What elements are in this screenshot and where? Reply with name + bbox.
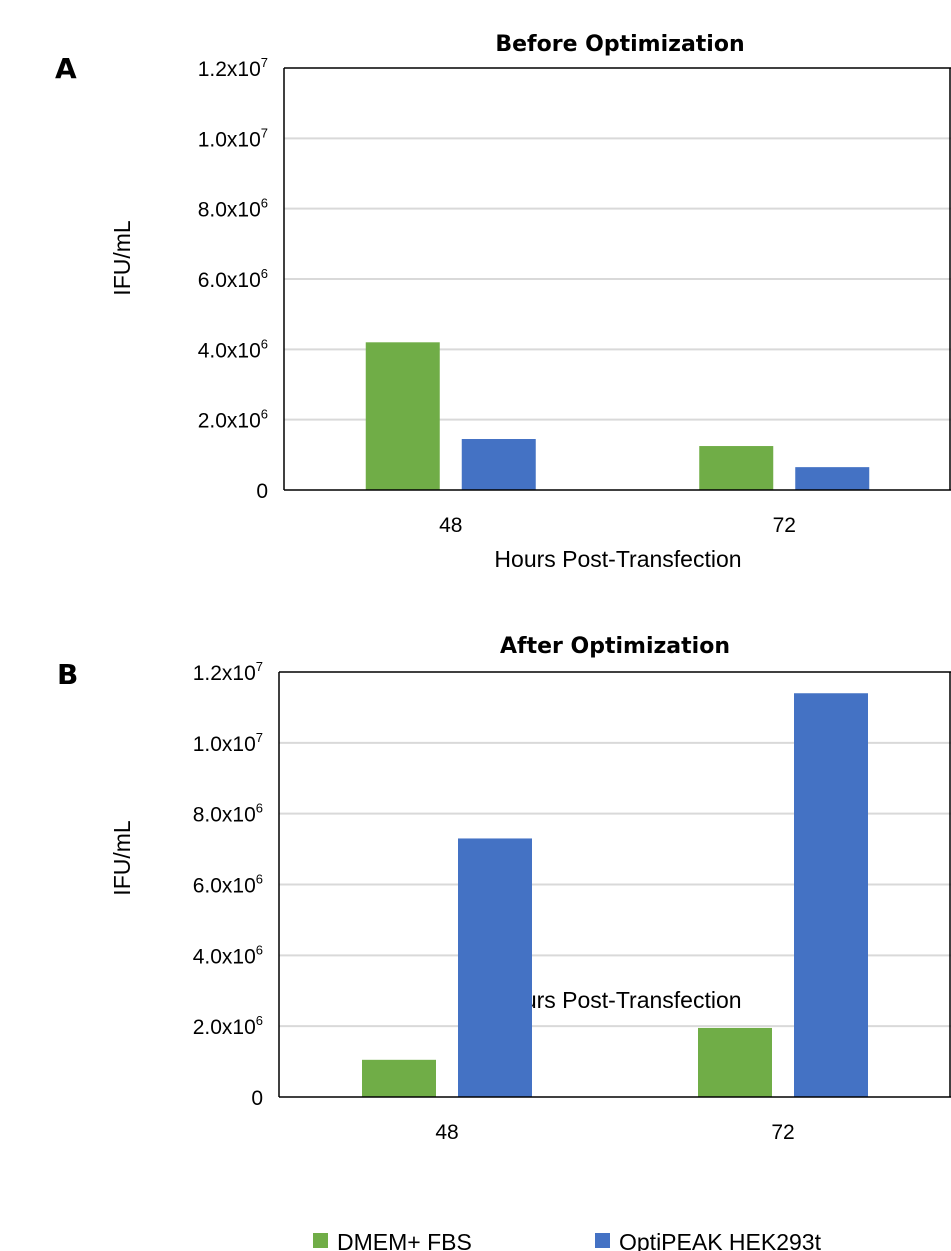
legend-label-dmem: DMEM+ FBS (337, 1229, 472, 1251)
legend-label-optipeak: OptiPEAK HEK293t (619, 1229, 822, 1251)
bar-optipeak-hek293t-48 (458, 838, 532, 1097)
bar-dmem-fbs-48 (365, 342, 440, 490)
panel-letter: A (55, 52, 77, 85)
y-tick-label: 0 (251, 1087, 263, 1110)
bar-dmem-fbs-72 (698, 1027, 772, 1097)
y-axis-label: IFU/mL (109, 820, 135, 896)
y-tick-label: 2.0x106 (193, 1013, 263, 1039)
chart-title: Before Optimization (495, 32, 744, 57)
panel-letter: B (57, 658, 78, 691)
bar-dmem-fbs-72 (699, 446, 774, 490)
x-tick-label: 48 (435, 1121, 458, 1144)
y-tick-label: 4.0x106 (198, 336, 268, 362)
y-axis-label: IFU/mL (109, 220, 135, 296)
x-axis-label: Hours Post-Transfection (494, 546, 741, 572)
y-tick-label: 2.0x106 (198, 407, 268, 433)
x-tick-label: 72 (773, 514, 796, 537)
panel-b: B After Optimization IFU/mL Hours Post-T… (57, 634, 951, 1144)
bar-optipeak-hek293t-72 (794, 693, 868, 1097)
y-tick-label: 6.0x106 (193, 872, 263, 898)
y-tick-label: 0 (256, 480, 268, 503)
bar-optipeak-hek293t-48 (461, 439, 536, 490)
y-tick-label: 1.2x107 (198, 55, 268, 81)
legend-swatch-dmem (313, 1233, 328, 1248)
legend: DMEM+ FBS OptiPEAK HEK293t (313, 1229, 822, 1251)
y-tick-label: 8.0x106 (193, 801, 263, 827)
y-tick-label: 6.0x106 (198, 266, 268, 292)
chart-title: After Optimization (500, 634, 730, 659)
y-tick-label: 8.0x106 (198, 196, 268, 222)
y-tick-label: 1.2x107 (193, 659, 263, 685)
x-tick-label: 72 (771, 1121, 794, 1144)
legend-swatch-optipeak (595, 1233, 610, 1248)
bar-optipeak-hek293t-72 (795, 467, 870, 490)
y-tick-label: 4.0x106 (193, 942, 263, 968)
y-tick-label: 1.0x107 (193, 730, 263, 756)
panel-a: A Before Optimization IFU/mL Hours Post-… (55, 32, 951, 572)
x-tick-label: 48 (439, 514, 462, 537)
x-axis-label: Hours Post-Transfection (494, 987, 741, 1013)
bar-dmem-fbs-48 (362, 1059, 436, 1097)
y-tick-label: 1.0x107 (198, 125, 268, 151)
